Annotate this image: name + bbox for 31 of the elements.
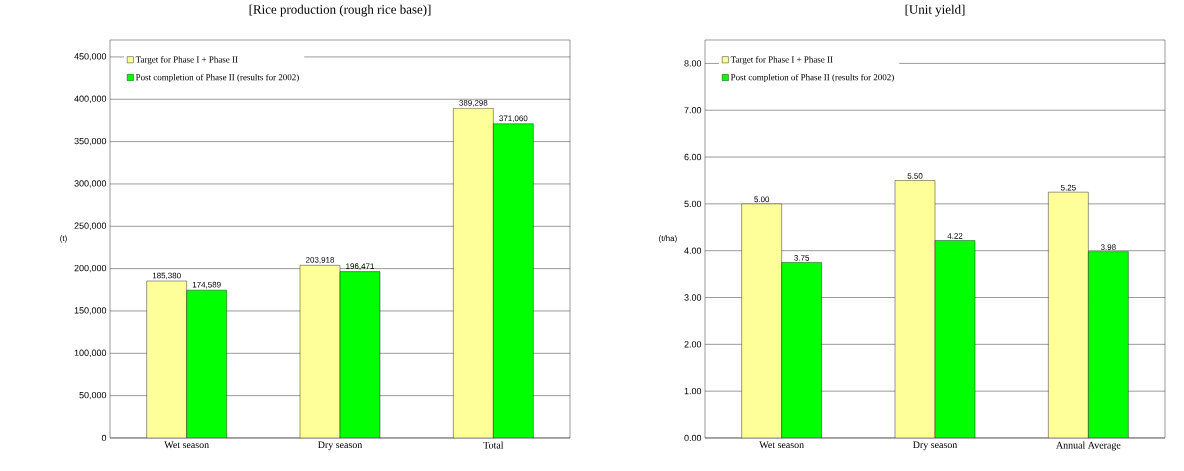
y-tick-label: 0.00 <box>684 434 702 442</box>
x-tick-label: Wet season <box>759 441 804 449</box>
y-tick-label: 100,000 <box>74 349 107 357</box>
y-tick-label: 300,000 <box>74 180 107 188</box>
x-tick-label: Wet season <box>164 441 209 449</box>
legend-label: Post completion of Phase II (results for 2002) <box>730 73 894 83</box>
y-tick-label: 6.00 <box>684 153 702 161</box>
y-tick-label: 400,000 <box>74 95 107 103</box>
y-tick-label: 4.00 <box>684 247 702 254</box>
legend-label: Target for Phase I + Phase II <box>730 56 833 65</box>
chart-title: [Unit yield] <box>905 4 965 17</box>
x-tick-label: Annual Average <box>1056 441 1121 451</box>
y-tick-label: 50,000 <box>79 391 107 400</box>
y-tick-label: 7.00 <box>684 107 702 114</box>
legend-label: Target for Phase I + Phase II <box>135 56 238 65</box>
y-tick-label: 8.00 <box>684 60 702 67</box>
x-tick-label: Dry season <box>318 441 363 451</box>
y-tick-label: 150,000 <box>74 307 107 315</box>
y-tick-label: 5.00 <box>684 200 702 208</box>
legend-label: Post completion of Phase II (results for 2002) <box>135 73 299 83</box>
y-tick-label: 250,000 <box>74 222 107 230</box>
y-tick-label: 200,000 <box>74 264 107 273</box>
x-tick-label: Dry season <box>913 441 958 451</box>
y-tick-label: 2.00 <box>684 341 702 348</box>
y-tick-label: 3.00 <box>684 294 702 301</box>
chart-title: [Rice production (rough rice base)] <box>249 4 431 17</box>
x-tick-label: Total <box>483 441 504 449</box>
y-tick-label: 0 <box>101 434 107 442</box>
y-tick-label: 350,000 <box>74 137 107 146</box>
y-tick-label: 1.00 <box>684 387 702 395</box>
y-tick-label: 450,000 <box>74 53 107 61</box>
